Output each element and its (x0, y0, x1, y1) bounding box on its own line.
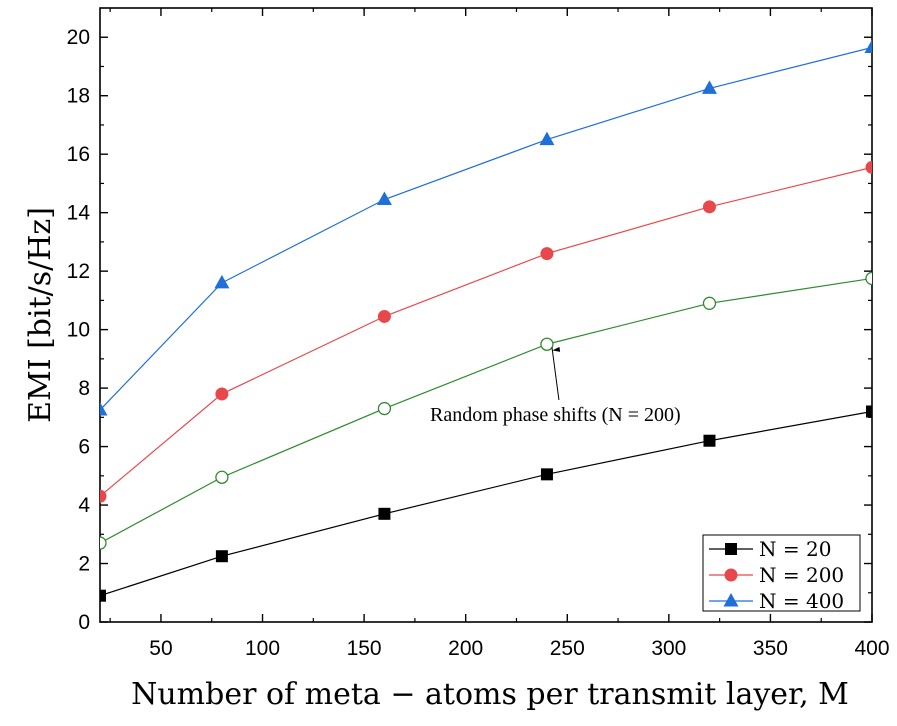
x-tick-label: 50 (149, 637, 172, 660)
series-point-2 (539, 131, 555, 146)
series-line-2 (100, 46, 872, 411)
series-point-1 (215, 387, 229, 401)
series-point-2 (701, 80, 717, 94)
series-point-1 (702, 200, 716, 214)
series-point-0 (540, 468, 553, 481)
series-point-3 (100, 536, 107, 550)
annotation-arrow (551, 346, 561, 401)
y-tick-label: 18 (67, 85, 90, 108)
series-point-2 (376, 191, 392, 206)
plot-frame (99, 7, 873, 623)
series-point-3 (215, 470, 229, 484)
y-tick-label: 0 (78, 611, 90, 634)
legend-label: N = 200 (759, 563, 844, 587)
series-point-0 (100, 589, 106, 602)
series-point-3 (865, 271, 872, 286)
x-tick-label: 100 (245, 637, 280, 660)
x-tick-label: 350 (753, 637, 788, 660)
y-tick-label: 2 (78, 553, 90, 576)
series-point-1 (100, 489, 107, 503)
series-line-3 (100, 277, 872, 544)
legend-label: N = 400 (759, 589, 844, 613)
series-point-0 (866, 405, 872, 418)
legend-marker (724, 568, 738, 582)
legend-marker (725, 543, 737, 555)
x-tick-label: 400 (854, 637, 889, 660)
legend-marker (723, 593, 739, 607)
x-tick-label: 150 (347, 637, 382, 660)
series-point-1 (865, 160, 872, 174)
series-group (100, 39, 872, 602)
annotation-text: Random phase shifts (N = 200) (430, 404, 681, 426)
series-point-3 (540, 337, 554, 351)
series-point-1 (540, 247, 554, 261)
x-tick-label: 300 (651, 637, 686, 660)
series-point-0 (378, 507, 391, 520)
x-tick-label: 250 (550, 637, 585, 660)
series-point-0 (703, 434, 716, 447)
series-point-2 (864, 39, 872, 53)
y-axis-title: EMI [bit/s/Hz] (23, 207, 58, 423)
x-tick-label: 200 (448, 637, 483, 660)
series-point-2 (214, 274, 230, 289)
y-tick-label: 4 (78, 494, 90, 517)
y-tick-label: 6 (78, 436, 90, 459)
y-tick-label: 8 (78, 377, 90, 400)
y-tick-label: 16 (67, 143, 90, 166)
y-tick-label: 12 (67, 260, 90, 283)
series-point-0 (215, 550, 228, 563)
legend-label: N = 20 (759, 537, 831, 561)
series-line-0 (100, 410, 872, 597)
y-tick-label: 14 (67, 202, 91, 225)
series-point-2 (100, 402, 108, 416)
series-line-1 (100, 166, 872, 497)
y-tick-label: 10 (67, 319, 90, 342)
series-point-1 (377, 309, 391, 323)
series-point-3 (377, 401, 392, 416)
x-axis-title: Number of meta − atoms per transmit laye… (131, 677, 849, 712)
series-point-3 (702, 296, 717, 310)
y-tick-label: 20 (67, 26, 90, 49)
